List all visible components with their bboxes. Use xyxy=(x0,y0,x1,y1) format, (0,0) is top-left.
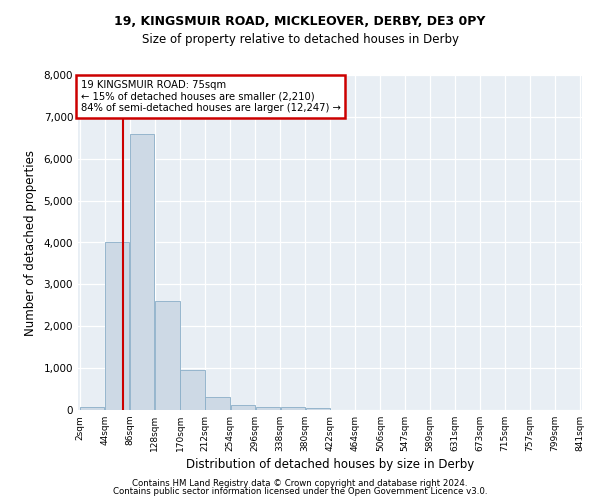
Bar xyxy=(181,370,205,410)
Text: Size of property relative to detached houses in Derby: Size of property relative to detached ho… xyxy=(142,32,458,46)
Text: Contains HM Land Registry data © Crown copyright and database right 2024.: Contains HM Land Registry data © Crown c… xyxy=(132,478,468,488)
Text: 19 KINGSMUIR ROAD: 75sqm
← 15% of detached houses are smaller (2,210)
84% of sem: 19 KINGSMUIR ROAD: 75sqm ← 15% of detach… xyxy=(80,80,340,113)
Bar xyxy=(130,134,154,410)
Bar xyxy=(281,408,305,410)
Bar xyxy=(230,404,254,410)
Bar xyxy=(205,396,230,410)
Bar xyxy=(305,408,330,410)
X-axis label: Distribution of detached houses by size in Derby: Distribution of detached houses by size … xyxy=(186,458,474,471)
Text: 19, KINGSMUIR ROAD, MICKLEOVER, DERBY, DE3 0PY: 19, KINGSMUIR ROAD, MICKLEOVER, DERBY, D… xyxy=(115,15,485,28)
Bar xyxy=(105,242,130,410)
Y-axis label: Number of detached properties: Number of detached properties xyxy=(23,150,37,336)
Bar xyxy=(155,301,179,410)
Bar xyxy=(256,406,280,410)
Text: Contains public sector information licensed under the Open Government Licence v3: Contains public sector information licen… xyxy=(113,487,487,496)
Bar xyxy=(80,407,104,410)
